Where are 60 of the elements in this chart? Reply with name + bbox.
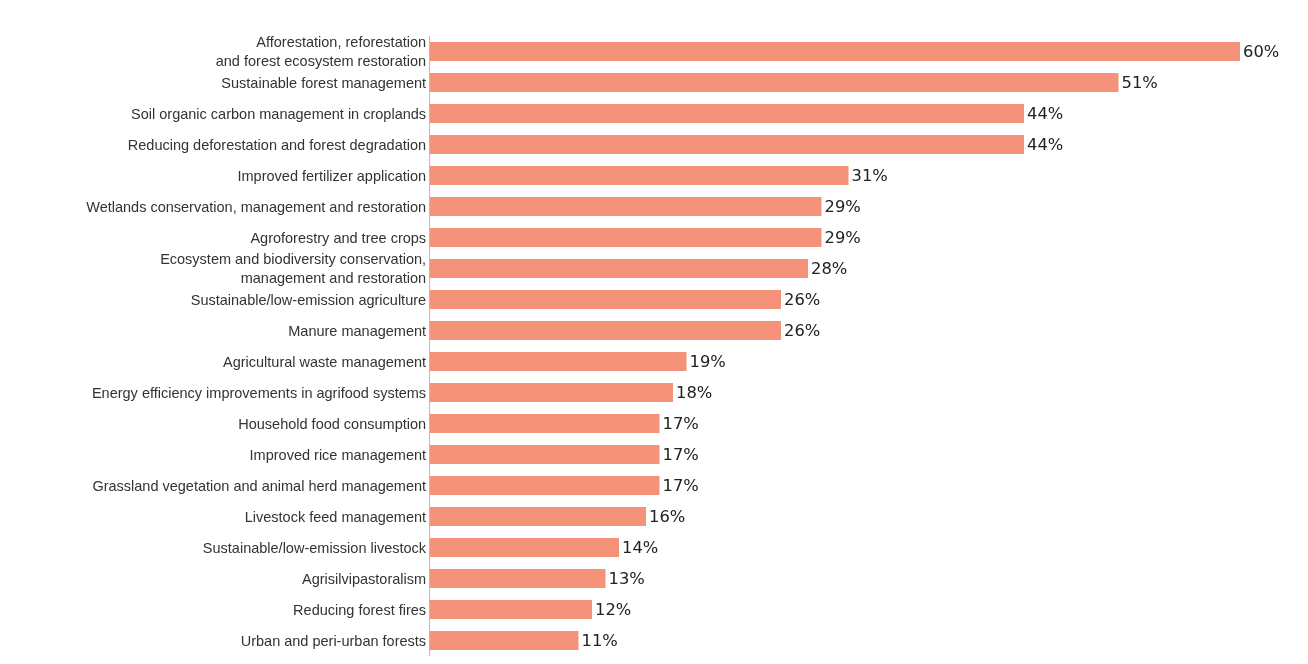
data-label: 18% (676, 383, 713, 403)
bar (430, 320, 781, 341)
bar (430, 506, 646, 527)
y-tick-label: Wetlands conservation, management and restoration (86, 198, 427, 215)
bar (430, 196, 822, 217)
bar (430, 103, 1024, 124)
data-label: 28% (811, 259, 848, 279)
bar (430, 630, 579, 651)
y-tick-label: Agrisilvipastoralism (302, 570, 427, 587)
bar (430, 289, 781, 310)
y-tick-label: Urban and peri-urban forests (240, 632, 427, 649)
bar (430, 165, 849, 186)
y-tick-label: Household food consumption (238, 415, 427, 432)
bar (430, 382, 673, 403)
y-tick-label: Livestock feed management (244, 508, 427, 525)
bar (430, 227, 822, 248)
data-label: 26% (784, 290, 821, 310)
y-tick-label: Sustainable forest management (221, 74, 427, 91)
bar (430, 258, 808, 279)
data-label: 17% (662, 414, 699, 434)
data-label: 29% (824, 197, 861, 217)
data-label: 14% (622, 538, 659, 558)
bar (430, 72, 1119, 93)
data-label: 60% (1243, 42, 1280, 62)
data-label: 16% (649, 507, 686, 527)
bar (430, 134, 1024, 155)
data-label: 44% (1027, 135, 1064, 155)
data-label: 19% (689, 352, 726, 372)
y-tick-label: Improved rice management (249, 446, 427, 463)
y-tick-label: Sustainable/low-emission livestock (202, 539, 427, 556)
y-tick-label: Improved fertilizer application (237, 167, 427, 184)
bar (430, 413, 660, 434)
y-tick-label: Energy efficiency improvements in agrifood systems (91, 384, 427, 401)
bar (430, 351, 687, 372)
data-label: 26% (784, 321, 821, 341)
bar (430, 41, 1240, 62)
data-label: 11% (581, 631, 618, 651)
data-label: 31% (851, 166, 888, 186)
bar (430, 537, 619, 558)
bar (430, 475, 660, 496)
y-tick-label: Reducing deforestation and forest degradation (127, 136, 427, 153)
data-label: 13% (608, 569, 645, 589)
y-tick-label: Manure management (288, 322, 427, 339)
y-tick-label: Ecosystem and biodiversity conservation, management and restoration (160, 251, 427, 286)
data-label: 12% (595, 600, 632, 620)
data-label: 51% (1121, 73, 1158, 93)
y-tick-label: Soil organic carbon management in croplands (131, 105, 427, 122)
y-tick-label: Reducing forest fires (293, 601, 427, 618)
data-label: 44% (1027, 104, 1064, 124)
data-label: 17% (662, 445, 699, 465)
bar (430, 599, 592, 620)
bar (430, 444, 660, 465)
y-tick-label: Agroforestry and tree crops (250, 229, 427, 246)
y-tick-label: Grassland vegetation and animal herd management (92, 477, 427, 494)
y-tick-label: Afforestation, reforestation and forest ecosystem restoration (215, 34, 427, 69)
y-tick-label: Agricultural waste management (222, 353, 427, 370)
y-tick-label: Sustainable/low-emission agriculture (190, 291, 427, 308)
bar (430, 568, 606, 589)
data-label: 17% (662, 476, 699, 496)
data-label: 29% (824, 228, 861, 248)
